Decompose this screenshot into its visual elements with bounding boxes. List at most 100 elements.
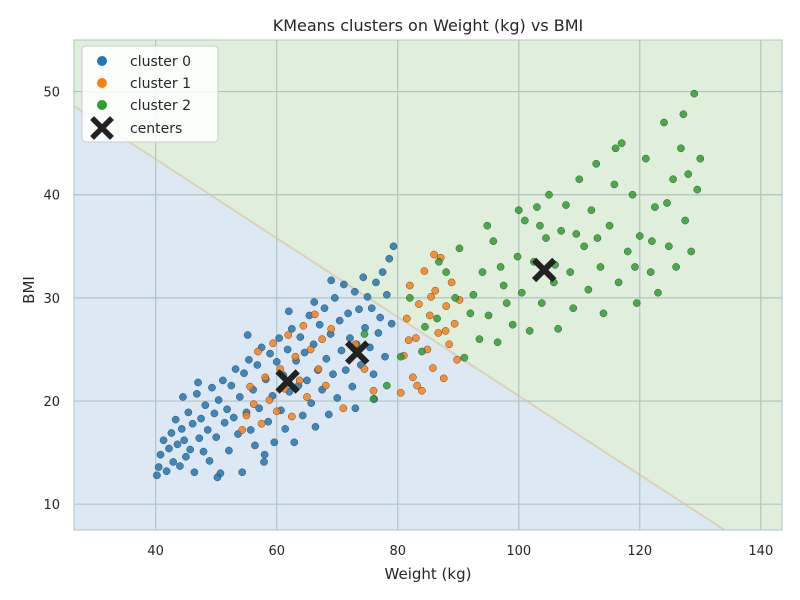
cluster-0-point — [212, 433, 221, 441]
cluster-2-point — [648, 237, 656, 245]
cluster-0-point — [197, 414, 205, 423]
cluster-1-point — [311, 310, 319, 319]
cluster-0-point — [383, 290, 391, 299]
cluster-0-point — [240, 369, 248, 378]
cluster-0-point — [372, 278, 380, 287]
cluster-0-point — [182, 452, 190, 461]
cluster-1-point — [249, 400, 258, 408]
cluster-1-point — [430, 250, 438, 259]
cluster-1-point — [441, 327, 450, 335]
cluster-1-point — [246, 382, 254, 391]
cluster-2-point — [475, 335, 484, 343]
cluster-0-point — [381, 352, 389, 361]
cluster-0-point — [341, 366, 350, 374]
cluster-0-point — [188, 419, 197, 428]
cluster-1-point — [261, 373, 270, 382]
cluster-2-point — [592, 159, 601, 168]
cluster-1-point — [442, 302, 450, 310]
cluster-2-point — [690, 89, 699, 98]
cluster-2-point — [484, 311, 493, 320]
cluster-2-point — [542, 234, 550, 242]
cluster-2-point — [514, 206, 523, 215]
cluster-0-point — [154, 463, 163, 471]
cluster-0-point — [193, 390, 201, 398]
cluster-2-point — [572, 230, 581, 238]
cluster-0-point — [173, 440, 182, 449]
cluster-0-point — [153, 471, 161, 480]
cluster-2-point — [569, 304, 578, 313]
cluster-0-point — [288, 325, 296, 333]
cluster-0-point — [344, 309, 352, 318]
cluster-1-point — [409, 373, 417, 382]
cluster-2-point — [421, 322, 429, 331]
x-tick-label: 80 — [389, 544, 406, 559]
cluster-0-point — [231, 365, 240, 373]
cluster-2-point — [383, 381, 391, 390]
cluster-1-point — [257, 419, 266, 428]
cluster-1-point — [291, 352, 300, 361]
cluster-1-point — [288, 412, 296, 421]
cluster-0-point — [300, 348, 309, 357]
y-tick-label: 10 — [43, 498, 60, 513]
cluster-2-point — [418, 347, 426, 356]
cluster-0-point — [351, 404, 360, 413]
cluster-0-point — [194, 378, 202, 387]
cluster-0-point — [270, 438, 279, 447]
legend-marker-cluster-2 — [97, 100, 107, 110]
plot-area: 40 60 80 100 120 140 10 20 30 40 50 — [43, 39, 783, 559]
cluster-2-point — [536, 221, 544, 230]
x-tick-label: 120 — [627, 544, 652, 559]
cluster-2-point — [681, 216, 689, 225]
cluster-0-point — [359, 273, 368, 282]
cluster-2-point — [669, 175, 677, 184]
cluster-0-point — [167, 429, 176, 437]
x-tick-label: 40 — [147, 544, 164, 559]
cluster-1-point — [339, 404, 348, 413]
cluster-2-point — [679, 110, 688, 119]
cluster-2-point — [360, 330, 369, 338]
decision-boundary — [74, 105, 726, 530]
cluster-2-point — [478, 268, 487, 276]
cluster-0-point — [169, 458, 178, 466]
y-tick-labels: 10 20 30 40 50 — [43, 86, 60, 514]
legend: cluster 0 cluster 1 cluster 2 centers — [81, 45, 219, 143]
x-axis-label: Weight (kg) — [385, 565, 472, 583]
cluster-2-point — [596, 263, 605, 271]
cluster-2-point — [663, 199, 671, 207]
cluster-0-point — [283, 345, 292, 354]
cluster-0-point — [171, 415, 180, 424]
cluster-0-point — [213, 473, 222, 482]
plot-frame — [73, 39, 783, 531]
cluster-2-point — [406, 294, 414, 302]
legend-marker-cluster-1 — [97, 78, 107, 88]
y-axis-label: BMI — [20, 276, 38, 304]
cluster-2-point — [693, 185, 702, 194]
cluster-0-point — [367, 304, 376, 313]
cluster-0-point — [245, 355, 253, 364]
cluster-0-point — [355, 305, 363, 314]
legend-marker-cluster-0 — [97, 56, 107, 66]
cluster-2-point — [483, 221, 492, 230]
center-marker — [344, 340, 370, 365]
cluster-0-point — [246, 426, 255, 434]
cluster-2-point — [451, 294, 460, 302]
cluster-2-point — [433, 314, 441, 323]
cluster-0-point — [238, 468, 247, 477]
cluster-2-point — [396, 352, 405, 361]
cluster-1-point — [415, 300, 423, 308]
cluster-2-point — [584, 285, 593, 294]
cluster-0-point — [275, 334, 283, 342]
legend-label-cluster-2: cluster 2 — [130, 98, 191, 114]
cluster-0-point — [281, 425, 289, 433]
cluster-0-point — [320, 304, 329, 313]
cluster-0-point — [162, 467, 171, 476]
cluster-0-point — [184, 408, 193, 417]
cluster-2-point — [677, 144, 685, 153]
cluster-0-point — [203, 426, 212, 434]
y-tick-label: 40 — [43, 189, 60, 204]
cluster-2-point — [614, 278, 623, 287]
cluster-0-region — [74, 106, 782, 530]
y-tick-label: 30 — [43, 292, 60, 307]
cluster-2-point — [687, 247, 696, 256]
